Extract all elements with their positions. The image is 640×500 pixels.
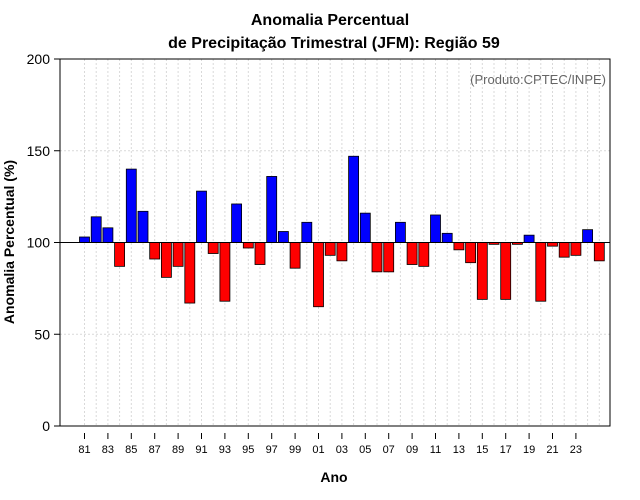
x-axis-title: Ano (320, 469, 347, 485)
x-tick-label: 11 (430, 444, 441, 456)
bar-91 (196, 190, 207, 243)
x-tick-label: 09 (406, 444, 418, 456)
bar-94 (231, 203, 243, 243)
x-tick-label: 93 (219, 444, 231, 456)
bar-95 (242, 242, 254, 249)
bar-99 (289, 242, 301, 269)
x-tick-label: 97 (266, 444, 278, 456)
bar-05 (359, 212, 371, 243)
bar-24 (582, 229, 593, 243)
bar-00 (301, 221, 313, 243)
chart-subtitle: de Precipitação Trimestral (JFM): Região… (168, 35, 500, 52)
bar-93 (219, 242, 231, 302)
x-tick-label: 01 (312, 444, 324, 456)
bar-90 (184, 242, 196, 304)
x-tick-label: 81 (78, 444, 90, 456)
bar-06 (371, 242, 383, 273)
x-tick-label: 07 (383, 444, 395, 456)
x-axis: 81 83 85 87 89 91 93 95 97 99 01 03 05 07 09 11 13 15 17 19… (78, 433, 582, 456)
x-tick-label: 19 (523, 444, 535, 456)
x-tick-label: 87 (149, 444, 161, 456)
x-tick-label: 21 (546, 444, 558, 456)
bar-21 (547, 242, 558, 247)
bar-44 (593, 242, 605, 262)
y-tick-label: 100 (27, 235, 51, 251)
x-tick-label: 05 (359, 444, 371, 456)
x-tick-label: 95 (242, 444, 254, 456)
bar-04 (348, 155, 360, 243)
x-tick-label: 03 (336, 444, 348, 456)
x-tick-label: 23 (570, 444, 582, 456)
bar-88 (160, 242, 172, 278)
bar-83 (102, 227, 114, 243)
bar-92 (207, 242, 219, 254)
bar-10 (418, 242, 430, 267)
y-tick-label: 0 (42, 418, 50, 434)
bar-87 (149, 242, 161, 260)
bar-98 (277, 231, 289, 243)
bar-03 (336, 242, 348, 262)
bar-01 (313, 242, 324, 308)
y-axis-title: Anomalia Percentual (%) (1, 160, 17, 324)
bar-22 (558, 242, 570, 258)
x-tick-label: 83 (102, 444, 114, 456)
bar-13 (453, 242, 465, 251)
x-tick-label: 99 (289, 444, 301, 456)
x-tick-label: 85 (125, 444, 137, 456)
bar-96 (254, 242, 266, 265)
bar-19 (523, 234, 535, 243)
bar-09 (406, 242, 418, 265)
gridlines (60, 58, 610, 427)
y-tick-label: 150 (27, 143, 51, 159)
x-tick-label: 89 (172, 444, 184, 456)
bar-14 (465, 242, 477, 264)
bar-08 (394, 221, 406, 243)
bar-07 (383, 242, 395, 273)
bar-02 (324, 242, 336, 256)
credit-label: (Produto:CPTEC/INPE) (470, 72, 606, 87)
x-tick-label: 91 (195, 444, 207, 456)
bar-82 (90, 216, 102, 243)
bar-12 (441, 232, 453, 243)
bar-20 (535, 242, 547, 302)
bar-85 (125, 168, 137, 243)
bar-89 (172, 242, 184, 267)
x-tick-label: 15 (476, 444, 488, 456)
bar-86 (137, 210, 149, 243)
x-tick-label: 17 (500, 444, 512, 456)
bar-97 (266, 176, 278, 243)
bar-23 (570, 242, 582, 256)
bar-84 (114, 242, 125, 267)
y-tick-label: 50 (34, 326, 50, 342)
bar-17 (500, 242, 512, 300)
chart-title: Anomalia Percentual (251, 12, 409, 29)
x-tick-label: 13 (453, 444, 465, 456)
bar-15 (476, 242, 488, 300)
y-axis: 0 50 100 150 200 (27, 51, 60, 434)
bar-81 (79, 236, 90, 243)
y-tick-label: 200 (27, 51, 51, 67)
bar-11 (430, 214, 441, 243)
